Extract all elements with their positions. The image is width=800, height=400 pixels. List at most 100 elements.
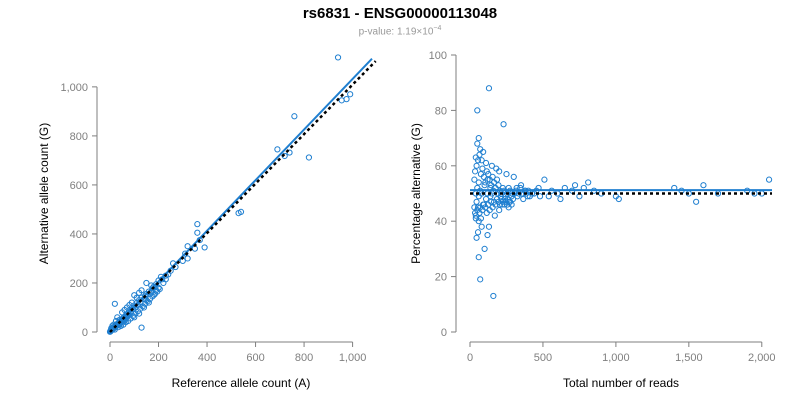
data-point: [131, 292, 138, 299]
y-tick-label: 800: [70, 131, 88, 143]
data-point: [477, 215, 485, 222]
data-point: [485, 223, 493, 230]
data-point: [503, 171, 510, 178]
data-point: [338, 97, 345, 104]
y-tick-label: 200: [70, 278, 88, 290]
p-value-text: p-value: 1.19×10: [358, 26, 434, 38]
y-tick-label: 80: [435, 105, 447, 117]
panel-2: 0 500 1,000 1,500 2,000 0 20 40 60 80 100 Total num…: [409, 50, 776, 390]
x-axis-title: Total number of reads: [563, 376, 679, 390]
chart-subtitle: p-value: 1.19×10−4: [0, 25, 800, 37]
data-point: [484, 231, 491, 239]
y-axis-title: Alternative allele count (G): [37, 123, 51, 264]
data-point: [520, 195, 527, 203]
data-point: [557, 195, 564, 203]
data-point: [482, 195, 490, 203]
data-point: [201, 244, 208, 251]
y-tick-label: 600: [70, 180, 88, 192]
reference-line: [109, 60, 377, 333]
data-point: [106, 328, 114, 335]
data-point: [491, 212, 498, 219]
data-point: [155, 284, 162, 291]
data-point: [488, 162, 495, 169]
data-point: [156, 286, 163, 293]
data-point: [123, 304, 131, 311]
data-point: [474, 229, 482, 236]
data-point: [536, 193, 544, 200]
panel-1: 0 200 400 600 800 1,000 0 200 400 600 800 1,000 Refe…: [37, 54, 377, 390]
data-point: [571, 182, 579, 189]
data-point: [140, 304, 148, 311]
data-point: [286, 149, 293, 156]
data-point: [128, 299, 135, 306]
data-point: [693, 198, 700, 205]
data-point: [493, 176, 501, 183]
data-point: [479, 165, 486, 172]
data-point: [489, 173, 496, 180]
data-point: [347, 91, 354, 98]
y-tick-label: 60: [435, 161, 447, 173]
y-tick-label: 40: [435, 216, 447, 228]
x-tick-label: 200: [149, 352, 167, 364]
data-point: [508, 201, 515, 208]
y-tick-label: 100: [429, 50, 447, 62]
data-point: [473, 198, 480, 205]
x-tick-label: 1,000: [339, 352, 367, 364]
data-point: [510, 173, 517, 180]
chart-title: rs6831 - ENSG00000113048: [302, 5, 498, 22]
data-point: [490, 292, 497, 300]
y-tick-label: 1,000: [60, 82, 88, 94]
x-tick-label: 800: [295, 352, 313, 364]
data-point: [111, 300, 118, 307]
data-point: [143, 279, 150, 287]
x-tick-label: 1,000: [602, 352, 630, 364]
data-point: [517, 182, 525, 189]
data-point: [194, 221, 201, 228]
data-point: [474, 157, 482, 164]
data-point: [480, 173, 487, 180]
y-tick-label: 400: [70, 229, 88, 241]
data-point: [184, 255, 191, 262]
data-point: [482, 179, 489, 186]
data-point: [136, 289, 143, 296]
data-point: [496, 207, 503, 214]
data-point: [119, 309, 126, 316]
data-point: [478, 223, 485, 230]
data-point: [150, 292, 157, 299]
data-point: [235, 210, 242, 217]
data-point: [131, 314, 138, 321]
data-point: [500, 121, 507, 128]
y-axis-title: Percentage alternative (G): [409, 123, 423, 264]
data-point: [305, 154, 313, 161]
y-tick-label: 20: [435, 272, 447, 284]
data-point: [145, 299, 152, 306]
data-point: [114, 314, 121, 321]
data-point: [291, 113, 298, 120]
data-point: [475, 254, 482, 261]
fit-line: [109, 57, 373, 333]
data-point: [475, 179, 482, 186]
data-point: [476, 151, 483, 158]
x-tick-label: 0: [467, 352, 473, 364]
data-point: [615, 195, 622, 203]
data-point: [481, 245, 488, 252]
data-point: [474, 204, 482, 211]
data-point: [471, 176, 478, 183]
data-point: [274, 146, 281, 153]
x-tick-label: 400: [198, 352, 216, 364]
y-tick-label: 0: [441, 327, 447, 339]
data-point: [475, 135, 482, 142]
x-tick-label: 2,000: [748, 352, 776, 364]
data-point: [700, 182, 707, 189]
x-tick-label: 0: [107, 352, 113, 364]
data-point: [138, 324, 145, 331]
data-point: [474, 140, 481, 147]
data-point: [495, 182, 502, 189]
data-point: [473, 162, 480, 169]
data-point: [184, 243, 191, 250]
p-value-exponent: −4: [433, 25, 442, 32]
data-point: [541, 176, 548, 183]
y-tick-label: 0: [82, 327, 88, 339]
data-point: [478, 157, 485, 164]
data-point: [481, 182, 488, 189]
